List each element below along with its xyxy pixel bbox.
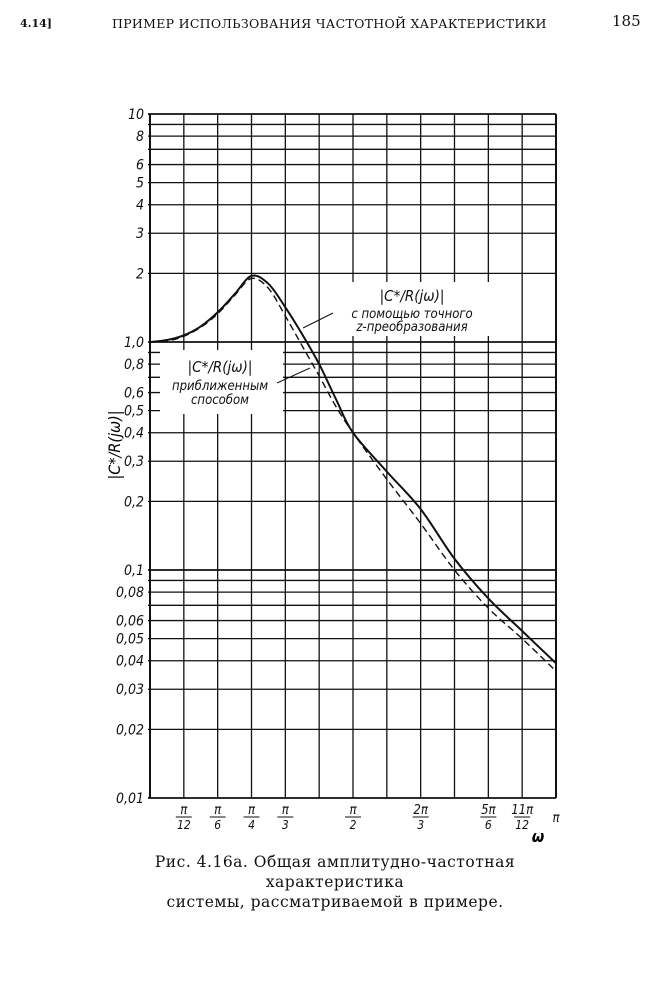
x-tick-numerator: 2π — [413, 803, 428, 818]
annotation-box-approx — [160, 350, 283, 414]
y-tick-label: 0,04 — [116, 654, 144, 670]
y-tick-label: 0,3 — [124, 454, 144, 470]
leader-line-approx — [276, 367, 311, 384]
y-tick-label: 2 — [136, 266, 144, 282]
y-tick-label: 6 — [136, 158, 144, 174]
y-tick-label: 0,4 — [124, 426, 144, 442]
page-number: 185 — [612, 12, 641, 30]
x-tick-denominator: 6 — [485, 818, 492, 832]
x-tick-numerator: π — [349, 803, 357, 818]
annotation-box-exact — [322, 282, 498, 336]
y-tick-label: 0,01 — [116, 791, 144, 807]
caption-line-1: Рис. 4.16а. Общая амплитудно-частотная х… — [154, 853, 516, 891]
annotation-approx-title: |C*/R(jω)| — [188, 358, 253, 376]
y-tick-label: 4 — [136, 198, 144, 214]
y-tick-label: 0,06 — [116, 614, 144, 630]
series-line-approx — [149, 277, 557, 672]
y-tick-label: 3 — [136, 226, 144, 242]
x-tick-denominator: 6 — [214, 818, 221, 832]
x-tick-numerator: π — [248, 803, 256, 818]
y-tick-label: 0,8 — [124, 357, 144, 373]
y-tick-label: 5 — [136, 176, 144, 192]
x-tick-denominator: 3 — [417, 818, 424, 832]
y-tick-label: 0,03 — [116, 682, 144, 698]
x-tick-denominator: 12 — [177, 818, 191, 832]
figure-caption: Рис. 4.16а. Общая амплитудно-частотная х… — [95, 852, 575, 912]
annotation-exact-title: |C*/R(jω)| — [380, 287, 445, 305]
y-tick-label: 0,2 — [124, 494, 144, 510]
x-tick-numerator: π — [214, 803, 222, 818]
x-axis-label: ω — [532, 827, 545, 846]
y-tick-label: 0,5 — [124, 404, 144, 420]
annotation-exact-line2: с помощью точного — [351, 307, 472, 322]
x-tick-denominator: 3 — [282, 818, 289, 832]
annotation-approx-line2: приближенным — [172, 379, 268, 394]
x-tick-numerator: π — [552, 811, 560, 826]
y-tick-label: 0,6 — [124, 386, 144, 402]
section-number: 4.14] — [20, 17, 52, 30]
y-tick-label: 1,0 — [124, 335, 144, 351]
y-tick-label: 0,08 — [116, 585, 144, 601]
y-tick-label: 0,02 — [116, 722, 144, 738]
x-tick-denominator: 2 — [350, 818, 357, 832]
annotation-approx-line3: способом — [191, 393, 249, 408]
leader-line-exact — [302, 312, 334, 329]
y-tick-label: 0,1 — [124, 563, 144, 579]
annotation-exact-line3: z-преобразования — [355, 320, 467, 335]
x-tick-numerator: 5π — [481, 803, 496, 818]
y-tick-label: 8 — [136, 129, 144, 145]
x-tick-numerator: π — [180, 803, 188, 818]
y-tick-label: 10 — [128, 107, 144, 123]
x-tick-numerator: 11π — [511, 803, 534, 818]
x-tick-denominator: 12 — [515, 818, 529, 832]
x-tick-denominator: 4 — [248, 818, 255, 832]
caption-line-2: системы, рассматриваемой в примере. — [166, 893, 504, 911]
y-tick-label: 0,05 — [116, 632, 144, 648]
x-tick-numerator: π — [282, 803, 290, 818]
series-line-exact — [149, 274, 557, 664]
running-title: ПРИМЕР ИСПОЛЬЗОВАНИЯ ЧАСТОТНОЙ ХАРАКТЕРИ… — [112, 16, 547, 31]
y-axis-label: |C*/R(jω)| — [105, 410, 124, 479]
